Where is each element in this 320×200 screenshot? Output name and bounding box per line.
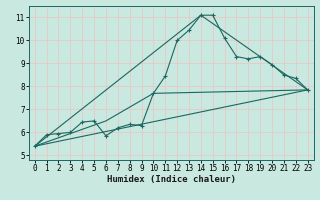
X-axis label: Humidex (Indice chaleur): Humidex (Indice chaleur): [107, 175, 236, 184]
